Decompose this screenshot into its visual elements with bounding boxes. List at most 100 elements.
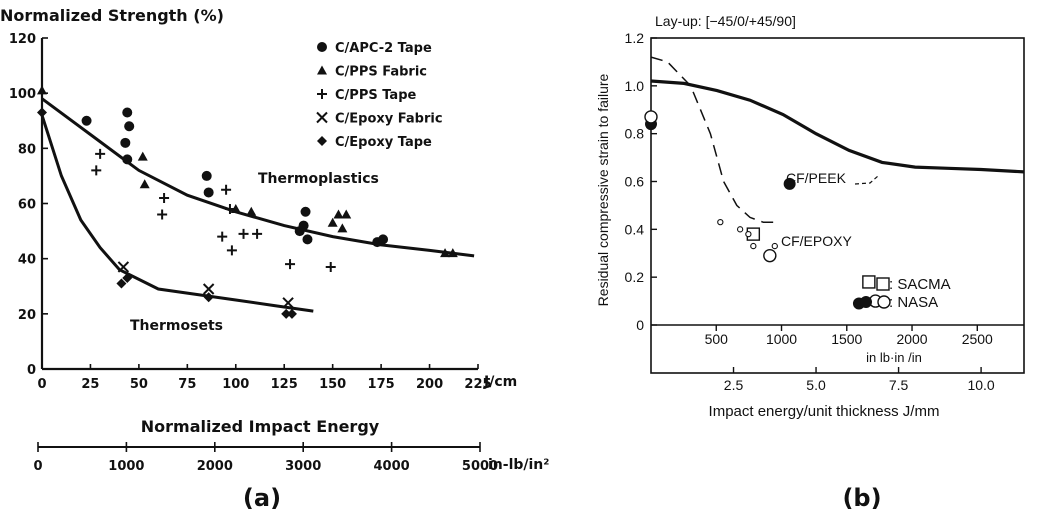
marker-small-open-circle xyxy=(750,242,757,250)
legend-label: C/Epoxy Tape xyxy=(335,135,432,150)
panel-a-x2-unit: in-lb/in² xyxy=(488,457,549,473)
x2-tick-label: 1000 xyxy=(108,459,144,474)
data-point-plus xyxy=(91,165,102,176)
x2-tick-label: 5000 xyxy=(462,459,498,474)
data-point-plus xyxy=(252,228,263,239)
legend-label: C/Epoxy Fabric xyxy=(335,112,443,127)
panel-a-curves xyxy=(40,97,475,313)
x-tick-label: 125 xyxy=(271,377,298,392)
data-point-plus xyxy=(325,261,336,272)
panel-b-x2-label: in lb·in /in xyxy=(866,350,922,365)
y-tick-label: 60 xyxy=(18,198,36,213)
data-point-plus xyxy=(285,259,296,270)
data-point-circle xyxy=(201,170,212,181)
data-point-triangle xyxy=(447,248,458,258)
cf-peek-leader xyxy=(854,175,879,185)
x2-tick-label: 2000 xyxy=(197,459,233,474)
data-point-triangle xyxy=(139,179,150,189)
y-tick-label: 40 xyxy=(18,253,36,268)
y-tick-label: 0.2 xyxy=(625,269,645,285)
data-point-diamond xyxy=(116,278,127,289)
x2-tick-label: 4000 xyxy=(374,459,410,474)
data-point-plus xyxy=(224,204,235,215)
legend-marker-triangle xyxy=(317,65,327,75)
x2-tick-label: 1000 xyxy=(766,331,797,347)
panel-a: Normalized Strength (%) 0204060801001200… xyxy=(0,6,549,512)
x2-tick-label: 3000 xyxy=(285,459,321,474)
x-tick-label: 10.0 xyxy=(967,377,994,393)
y-tick-label: 1.0 xyxy=(625,78,645,94)
data-point-plus xyxy=(217,231,228,242)
legend-marker-diamond xyxy=(317,136,327,146)
data-point-plus xyxy=(226,245,237,256)
x2-tick-label: 2000 xyxy=(896,331,927,347)
data-point-x xyxy=(282,297,294,309)
data-point-triangle xyxy=(337,223,348,233)
x2-tick-label: 500 xyxy=(705,331,729,347)
data-point-plus xyxy=(95,148,106,159)
panel-a-x2-ticks: 0 1000 2000 3000 4000 5000 xyxy=(33,442,498,474)
panel-b-y-label: Residual compressive strain to failure xyxy=(595,73,611,306)
legend-label: C/PPS Fabric xyxy=(335,65,427,80)
marker-open-circle xyxy=(644,110,658,124)
data-point-circle xyxy=(203,187,214,198)
legend-label: C/APC-2 Tape xyxy=(335,41,432,56)
data-point-circle xyxy=(81,115,92,126)
panel-b-curves xyxy=(650,56,1025,223)
panel-b-label: (b) xyxy=(842,484,881,512)
legend-marker-x xyxy=(316,111,328,124)
data-point-circle xyxy=(298,220,309,231)
y-tick-label: 1.2 xyxy=(625,30,645,46)
legend-marker-open-square xyxy=(876,277,890,291)
curve-thermoplastics xyxy=(41,97,475,258)
thermosets-label: Thermosets xyxy=(130,318,223,334)
data-point-triangle xyxy=(246,206,257,216)
y-tick-label: 0 xyxy=(636,317,644,333)
y-tick-label: 120 xyxy=(9,32,36,47)
data-point-circle xyxy=(120,137,131,148)
data-point-diamond xyxy=(281,308,292,319)
x-tick-label: 150 xyxy=(319,377,346,392)
panel-a-title: Normalized Strength (%) xyxy=(0,6,224,25)
x-tick-label: 75 xyxy=(178,377,196,392)
cf-epoxy-label: CF/EPOXY xyxy=(781,233,852,249)
legend-label: C/PPS Tape xyxy=(335,88,417,103)
legend-marker-circle xyxy=(317,42,327,52)
x2-tick-label: 0 xyxy=(33,459,42,474)
curve-thermosets xyxy=(40,114,314,313)
panel-b-points xyxy=(644,110,883,310)
y-tick-label: 0.6 xyxy=(625,174,645,190)
data-point-diamond xyxy=(286,308,297,319)
data-point-diamond xyxy=(203,292,214,303)
x2-tick-label: 1500 xyxy=(831,331,862,347)
x-tick-label: 100 xyxy=(222,377,249,392)
data-point-plus xyxy=(159,192,170,203)
y-tick-label: 100 xyxy=(9,87,36,102)
panel-b-x-label: Impact energy/unit thickness J/mm xyxy=(709,403,940,420)
x-tick-label: 175 xyxy=(368,377,395,392)
x-tick-label: 50 xyxy=(130,377,148,392)
panel-a-ticks: 0 20 40 60 80 100 120 0 25 50 75 100 125 150 175 200 225 xyxy=(9,32,492,392)
y-tick-label: 0.8 xyxy=(625,126,645,142)
data-point-triangle xyxy=(341,209,352,219)
data-point-plus xyxy=(157,209,168,220)
cf-peek-label: CF/PEEK xyxy=(786,170,847,186)
data-point-circle xyxy=(122,107,133,118)
panel-a-x-label: Normalized Impact Energy xyxy=(141,417,380,436)
data-point-plus xyxy=(221,184,232,195)
data-point-triangle xyxy=(137,151,148,161)
data-point-circle xyxy=(302,234,313,245)
data-point-plus xyxy=(238,228,249,239)
x-tick-label: 25 xyxy=(81,377,99,392)
panel-b-legend: : SACMA: NASA xyxy=(860,276,951,311)
x-tick-label: 5.0 xyxy=(806,377,826,393)
x-tick-label: 2.5 xyxy=(724,377,744,393)
data-point-x xyxy=(202,283,215,295)
panel-a-points xyxy=(37,85,458,319)
marker-open-square xyxy=(862,275,876,289)
legend-label: : SACMA xyxy=(889,276,951,293)
marker-small-open-circle xyxy=(745,230,752,238)
x-tick-label: 7.5 xyxy=(889,377,909,393)
x2-tick-label: 2500 xyxy=(962,331,993,347)
